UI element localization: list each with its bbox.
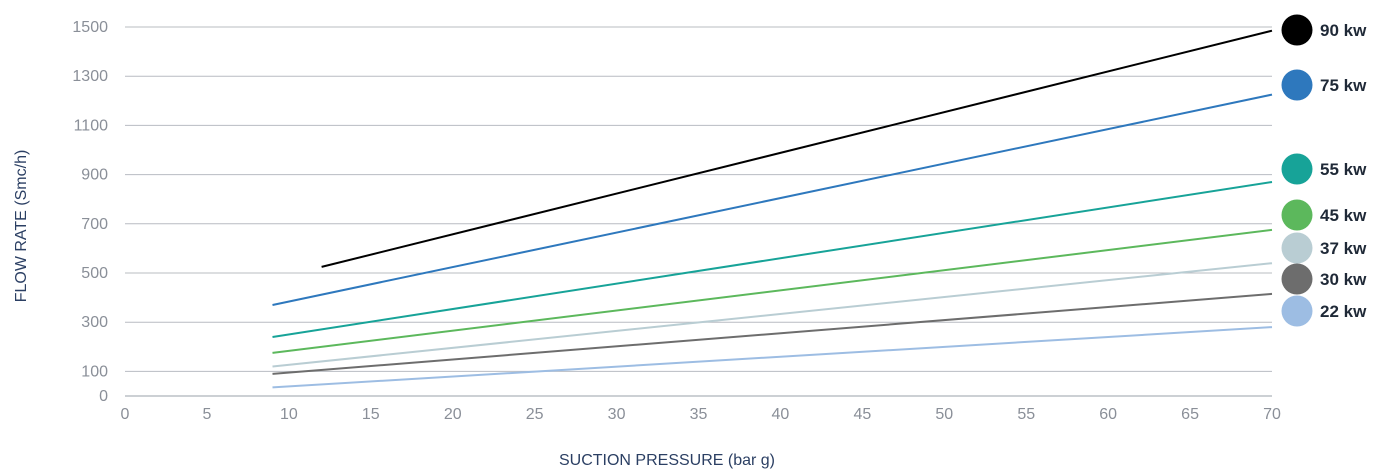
legend-dot-37-kw bbox=[1281, 232, 1313, 264]
y-tick-label: 300 bbox=[81, 314, 108, 331]
y-tick-label: 1500 bbox=[72, 19, 108, 36]
legend-dot-30-kw bbox=[1281, 263, 1313, 295]
series-line-22-kw bbox=[272, 326, 1273, 389]
legend-label: 90 kw bbox=[1320, 21, 1367, 40]
legend-label: 37 kw bbox=[1320, 239, 1367, 258]
x-tick-label: 10 bbox=[280, 406, 298, 423]
axis-ticks: 0 100 300 500 700 900 1100 1300 1500 0 5 10 15 20 25 30… bbox=[72, 19, 1281, 423]
x-tick-label: 55 bbox=[1017, 406, 1035, 423]
x-tick-label: 5 bbox=[202, 406, 211, 423]
x-tick-label: 65 bbox=[1181, 406, 1199, 423]
y-tick-label: 1100 bbox=[74, 117, 109, 134]
legend-dot-75-kw bbox=[1281, 69, 1313, 101]
series-line-45-kw bbox=[272, 228, 1273, 354]
series-line-37-kw bbox=[272, 262, 1273, 368]
x-tick-label: 50 bbox=[935, 406, 953, 423]
series-line-30-kw bbox=[272, 292, 1273, 375]
y-tick-label: 900 bbox=[81, 167, 108, 184]
series-line-75-kw bbox=[272, 93, 1273, 306]
x-tick-label: 35 bbox=[690, 406, 708, 423]
x-tick-label: 70 bbox=[1263, 406, 1281, 423]
y-tick-label: 100 bbox=[81, 363, 108, 380]
x-tick-label: 60 bbox=[1099, 406, 1117, 423]
legend: 90 kw 75 kw 55 kw 45 kw 37 kw 30 kw 22 kw bbox=[1281, 14, 1367, 327]
legend-label: 45 kw bbox=[1320, 206, 1367, 225]
x-axis-title: SUCTION PRESSURE (bar g) bbox=[559, 452, 775, 469]
y-tick-label: 0 bbox=[99, 388, 108, 405]
x-tick-label: 0 bbox=[121, 406, 130, 423]
x-tick-label: 30 bbox=[608, 406, 626, 423]
y-tick-label: 500 bbox=[81, 265, 108, 282]
legend-label: 30 kw bbox=[1320, 270, 1367, 289]
legend-dot-22-kw bbox=[1281, 295, 1313, 327]
y-tick-label: 700 bbox=[81, 216, 108, 233]
legend-dot-55-kw bbox=[1281, 153, 1313, 185]
x-tick-label: 25 bbox=[526, 406, 544, 423]
series-line-55-kw bbox=[272, 181, 1273, 338]
series-line-90-kw bbox=[321, 29, 1273, 268]
x-tick-label: 40 bbox=[772, 406, 790, 423]
legend-dot-45-kw bbox=[1281, 199, 1313, 231]
legend-label: 75 kw bbox=[1320, 76, 1367, 95]
legend-dot-90-kw bbox=[1281, 14, 1313, 46]
x-tick-label: 15 bbox=[362, 406, 380, 423]
y-axis-title: FLOW RATE (Smc/h) bbox=[13, 150, 30, 303]
legend-label: 22 kw bbox=[1320, 302, 1367, 321]
x-tick-label: 45 bbox=[853, 406, 871, 423]
y-tick-label: 1300 bbox=[72, 68, 108, 85]
x-tick-label: 20 bbox=[444, 406, 462, 423]
series-lines bbox=[272, 29, 1273, 389]
legend-label: 55 kw bbox=[1320, 160, 1367, 179]
